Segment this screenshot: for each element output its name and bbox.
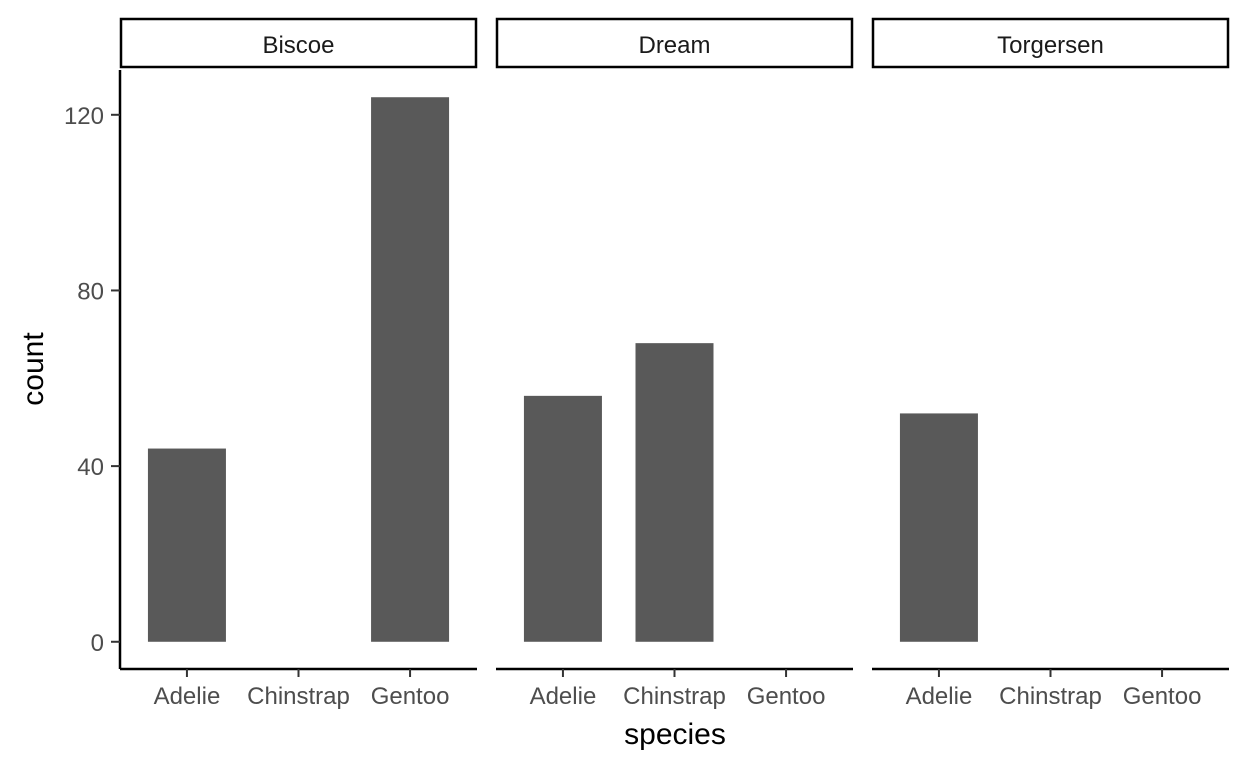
facet-strip-label: Torgersen bbox=[997, 32, 1104, 59]
x-tick-label: Adelie bbox=[154, 683, 221, 710]
bar-layer bbox=[147, 97, 978, 642]
bar bbox=[523, 395, 602, 642]
facet-strip-label: Dream bbox=[638, 32, 710, 59]
x-tick-label: Adelie bbox=[530, 683, 597, 710]
x-tick-label: Gentoo bbox=[747, 683, 826, 710]
x-tick-label: Chinstrap bbox=[999, 683, 1102, 710]
axes-layer bbox=[111, 70, 1229, 677]
x-tick-label: Gentoo bbox=[1123, 683, 1202, 710]
bar bbox=[371, 97, 450, 642]
facet-strip-box bbox=[119, 17, 478, 69]
y-tick-label: 40 bbox=[77, 454, 104, 481]
x-axis-title: species bbox=[624, 718, 726, 751]
y-tick-label: 120 bbox=[64, 103, 104, 130]
y-axis-title: count bbox=[17, 332, 50, 406]
facet-strips: Biscoe Dream Torgersen bbox=[119, 17, 1230, 69]
bar bbox=[899, 413, 978, 642]
x-tick-label: Gentoo bbox=[371, 683, 450, 710]
facet-strip-label: Biscoe bbox=[262, 32, 334, 59]
y-tick-label: 80 bbox=[77, 278, 104, 305]
x-tick-label: Chinstrap bbox=[247, 683, 350, 710]
tick-label-layer: Adelie Chinstrap Gentoo Adelie Chinstrap Gent… bbox=[64, 103, 1201, 710]
y-tick-label: 0 bbox=[91, 630, 104, 657]
bar bbox=[635, 343, 714, 642]
x-tick-label: Chinstrap bbox=[623, 683, 726, 710]
bar bbox=[147, 448, 226, 642]
facet-strip-box bbox=[495, 17, 854, 69]
x-tick-label: Adelie bbox=[906, 683, 973, 710]
facet-strip-box bbox=[871, 17, 1230, 69]
